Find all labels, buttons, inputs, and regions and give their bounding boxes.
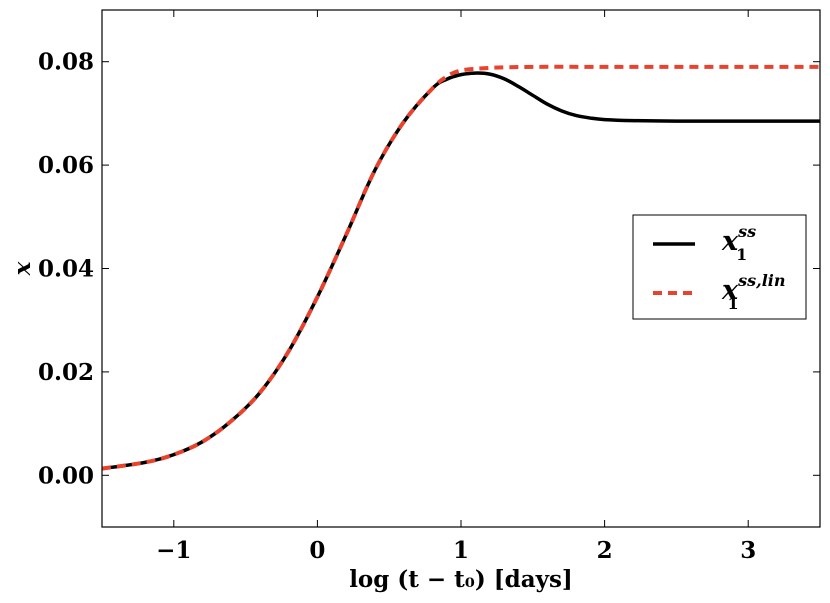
axis-ticks-group: −1 0 1 2 3 0.00 0.02 0.04 0.06 0.08 [38,10,820,564]
x-tick-label: 0 [309,537,325,564]
y-axis-label: x [9,261,36,276]
plot-series-group [102,64,820,471]
x-tick-label: −1 [156,537,191,564]
series-line-2 [102,64,820,471]
legend-label-1: xss 1 [721,222,756,264]
y-tick-label: 0.00 [38,462,94,489]
y-tick-label: 0.08 [38,49,94,76]
series-line-1 [102,71,820,471]
legend: xss 1 xss,lin 1 [632,214,807,320]
x-tick-label: 3 [740,537,756,564]
legend-box [632,214,807,320]
x-tick-label: 1 [453,537,469,564]
y-tick-label: 0.06 [38,152,94,179]
y-tick-label: 0.04 [38,256,94,283]
y-tick-label: 0.02 [38,359,94,386]
legend-label-2: xss,lin 1 [721,271,785,313]
x-axis-label: log (t − t₀) [days] [349,566,573,593]
x-tick-label: 2 [597,537,613,564]
